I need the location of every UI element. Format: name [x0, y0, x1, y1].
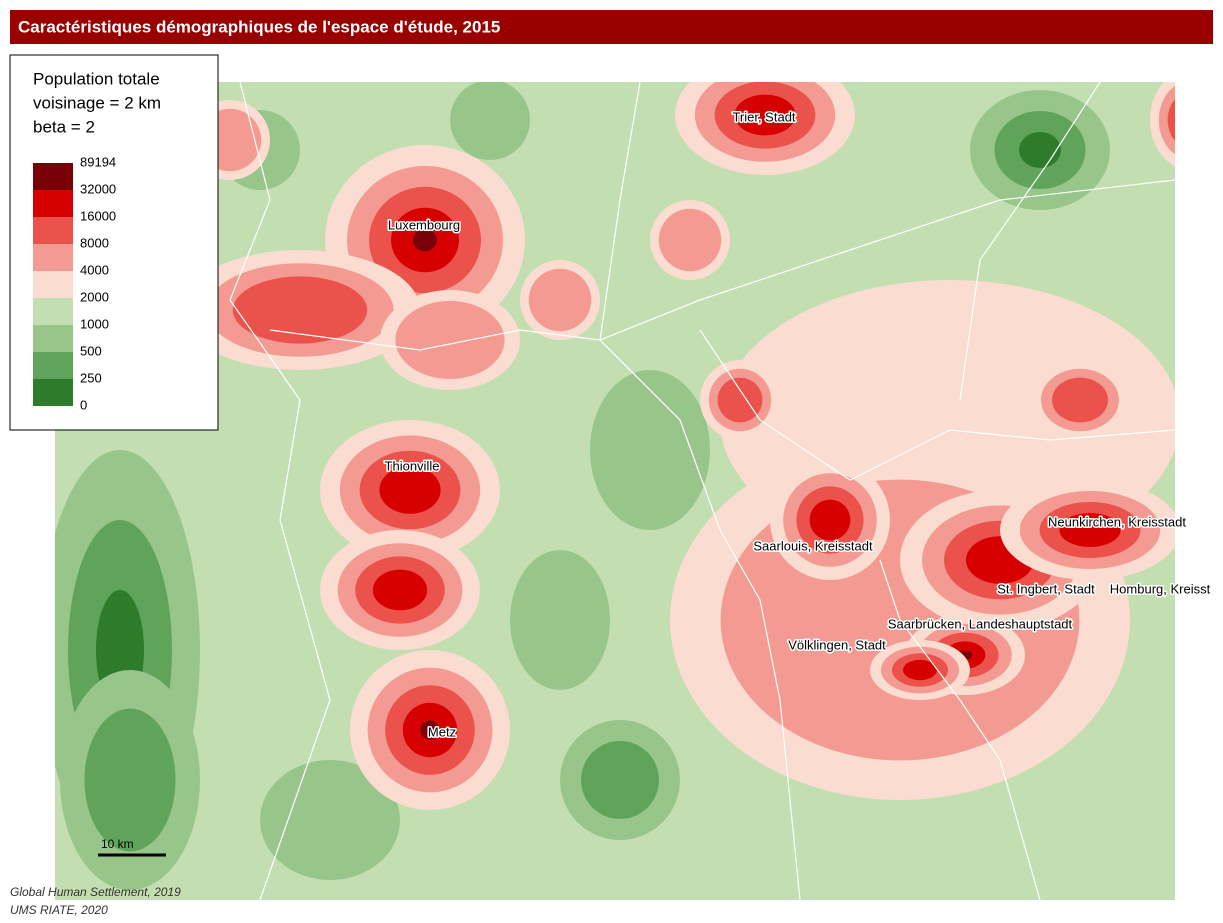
scale-label: 10 km [101, 837, 134, 851]
high-density-area [1052, 378, 1108, 423]
legend-swatch [33, 271, 73, 298]
high-density-area [810, 500, 851, 541]
legend-swatch [33, 163, 73, 190]
legend-break: 89194 [80, 154, 116, 169]
place-label: St. Ingbert, Stadt [997, 581, 1095, 596]
legend-swatch [33, 190, 73, 217]
legend-break: 4000 [80, 262, 109, 277]
map-figure: Caractéristiques démographiques de l'esp… [0, 0, 1223, 923]
low-density-area [1019, 132, 1061, 168]
high-density-area [395, 301, 504, 379]
legend-break: 2000 [80, 289, 109, 304]
legend-title: voisinage = 2 km [33, 93, 161, 112]
legend-title: Population totale [33, 69, 160, 88]
map-title: Caractéristiques démographiques de l'esp… [18, 17, 500, 36]
legend-break: 0 [80, 397, 87, 412]
legend-break: 1000 [80, 316, 109, 331]
legend-swatch [33, 325, 73, 352]
high-density-area [659, 209, 721, 271]
legend-break: 32000 [80, 181, 116, 196]
place-label: Neunkirchen, Kreisstadt [1048, 514, 1186, 529]
low-density-area [581, 741, 659, 819]
legend-break: 8000 [80, 235, 109, 250]
legend-swatch [33, 244, 73, 271]
low-density-area [510, 550, 610, 690]
place-label: Trier, Stadt [732, 109, 795, 124]
legend-swatch [33, 298, 73, 325]
low-density-area [450, 80, 530, 160]
low-density-area [590, 370, 710, 530]
low-density-area [85, 709, 176, 852]
high-density-area [1168, 92, 1213, 148]
legend-title: beta = 2 [33, 117, 95, 136]
high-density-area [718, 378, 763, 423]
legend-swatch [33, 217, 73, 244]
high-density-area [529, 269, 591, 331]
source: UMS RIATE, 2020 [10, 903, 108, 917]
place-label: Thionville [385, 458, 440, 473]
place-label: Metz [428, 724, 456, 739]
place-label: Luxembourg [388, 217, 460, 232]
place-label: Völklingen, Stadt [788, 637, 886, 652]
page: {"title": "Caractéristiques démographiqu… [0, 0, 1223, 923]
legend-swatch [33, 352, 73, 379]
legend-break: 250 [80, 370, 102, 385]
place-label: Saarlouis, Kreisstadt [753, 538, 873, 553]
legend-swatch [33, 379, 73, 406]
source: Global Human Settlement, 2019 [10, 885, 181, 899]
place-label: Saarbrücken, Landeshauptstadt [888, 616, 1073, 631]
place-label: Homburg, Kreisst [1110, 581, 1211, 596]
high-density-area [373, 570, 427, 611]
legend-break: 500 [80, 343, 102, 358]
legend-break: 16000 [80, 208, 116, 223]
